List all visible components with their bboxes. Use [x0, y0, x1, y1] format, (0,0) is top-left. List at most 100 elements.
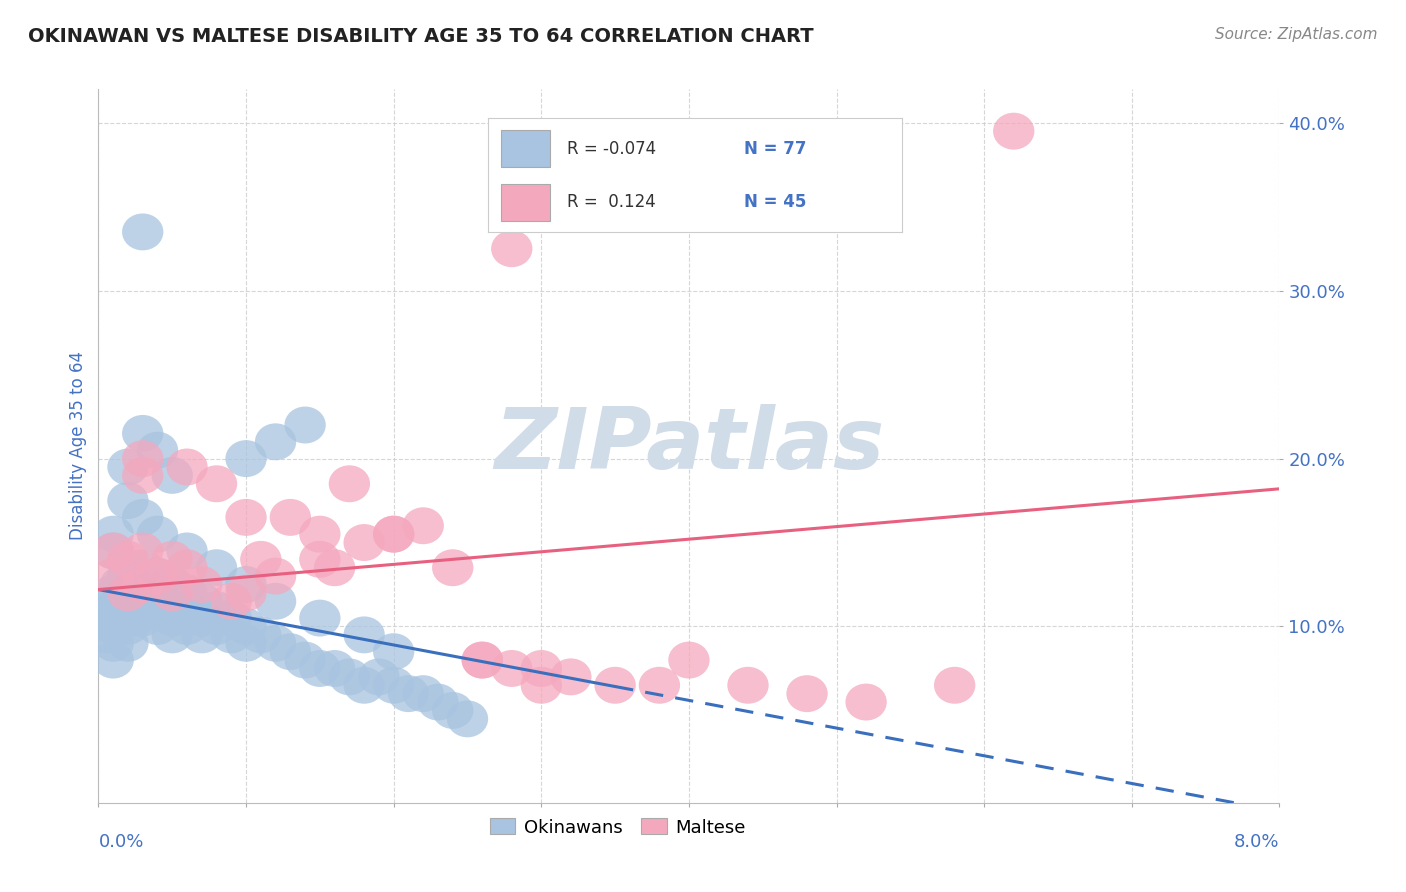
- Ellipse shape: [934, 667, 976, 704]
- Ellipse shape: [284, 641, 326, 679]
- Ellipse shape: [638, 667, 681, 704]
- Ellipse shape: [432, 549, 474, 586]
- Ellipse shape: [136, 432, 179, 468]
- Ellipse shape: [418, 683, 458, 721]
- Ellipse shape: [388, 675, 429, 712]
- Ellipse shape: [152, 541, 193, 578]
- Ellipse shape: [122, 415, 163, 452]
- Ellipse shape: [520, 667, 562, 704]
- Ellipse shape: [299, 516, 340, 553]
- Ellipse shape: [343, 524, 385, 561]
- Ellipse shape: [181, 582, 222, 620]
- Ellipse shape: [100, 599, 141, 637]
- Ellipse shape: [668, 641, 710, 679]
- Ellipse shape: [491, 650, 533, 687]
- Ellipse shape: [284, 407, 326, 443]
- Ellipse shape: [107, 591, 149, 628]
- Text: ZIPatlas: ZIPatlas: [494, 404, 884, 488]
- Ellipse shape: [195, 608, 238, 645]
- Ellipse shape: [166, 533, 208, 569]
- Ellipse shape: [152, 582, 193, 620]
- Ellipse shape: [107, 608, 149, 645]
- Ellipse shape: [152, 599, 193, 637]
- Ellipse shape: [93, 558, 134, 595]
- Ellipse shape: [329, 466, 370, 502]
- Ellipse shape: [314, 549, 356, 586]
- Ellipse shape: [152, 457, 193, 494]
- Ellipse shape: [93, 574, 134, 611]
- Ellipse shape: [122, 566, 163, 603]
- Text: 0.0%: 0.0%: [98, 833, 143, 851]
- Ellipse shape: [166, 449, 208, 485]
- Ellipse shape: [240, 616, 281, 653]
- Ellipse shape: [86, 599, 127, 637]
- Ellipse shape: [122, 549, 163, 586]
- Ellipse shape: [166, 591, 208, 628]
- Ellipse shape: [211, 599, 252, 637]
- Ellipse shape: [299, 599, 340, 637]
- Ellipse shape: [727, 667, 769, 704]
- Ellipse shape: [225, 608, 267, 645]
- Ellipse shape: [373, 667, 415, 704]
- Text: Source: ZipAtlas.com: Source: ZipAtlas.com: [1215, 27, 1378, 42]
- Text: OKINAWAN VS MALTESE DISABILITY AGE 35 TO 64 CORRELATION CHART: OKINAWAN VS MALTESE DISABILITY AGE 35 TO…: [28, 27, 814, 45]
- Legend: Okinawans, Maltese: Okinawans, Maltese: [482, 811, 754, 844]
- Ellipse shape: [343, 667, 385, 704]
- Ellipse shape: [107, 541, 149, 578]
- Ellipse shape: [225, 624, 267, 662]
- Ellipse shape: [373, 516, 415, 553]
- Ellipse shape: [211, 616, 252, 653]
- Ellipse shape: [225, 440, 267, 477]
- Ellipse shape: [447, 700, 488, 738]
- Ellipse shape: [152, 574, 193, 611]
- Ellipse shape: [86, 582, 127, 620]
- Ellipse shape: [93, 591, 134, 628]
- Ellipse shape: [299, 541, 340, 578]
- Ellipse shape: [93, 516, 134, 553]
- Ellipse shape: [461, 641, 503, 679]
- Ellipse shape: [181, 599, 222, 637]
- Ellipse shape: [122, 499, 163, 536]
- Ellipse shape: [299, 650, 340, 687]
- Ellipse shape: [122, 213, 163, 251]
- Ellipse shape: [254, 558, 297, 595]
- Ellipse shape: [93, 608, 134, 645]
- Ellipse shape: [270, 633, 311, 670]
- Ellipse shape: [195, 466, 238, 502]
- Ellipse shape: [93, 533, 134, 569]
- Ellipse shape: [122, 582, 163, 620]
- Ellipse shape: [122, 566, 163, 603]
- Ellipse shape: [122, 599, 163, 637]
- Ellipse shape: [166, 608, 208, 645]
- Ellipse shape: [314, 650, 356, 687]
- Ellipse shape: [107, 482, 149, 519]
- Ellipse shape: [254, 582, 297, 620]
- Ellipse shape: [93, 624, 134, 662]
- Ellipse shape: [270, 499, 311, 536]
- Ellipse shape: [254, 624, 297, 662]
- Ellipse shape: [107, 574, 149, 611]
- Ellipse shape: [211, 582, 252, 620]
- Text: 8.0%: 8.0%: [1234, 833, 1279, 851]
- Ellipse shape: [136, 516, 179, 553]
- Ellipse shape: [107, 574, 149, 611]
- Ellipse shape: [122, 457, 163, 494]
- Ellipse shape: [181, 616, 222, 653]
- Ellipse shape: [254, 424, 297, 460]
- Ellipse shape: [93, 641, 134, 679]
- Ellipse shape: [520, 650, 562, 687]
- Ellipse shape: [107, 624, 149, 662]
- Ellipse shape: [550, 658, 592, 696]
- Ellipse shape: [195, 591, 238, 628]
- Ellipse shape: [100, 582, 141, 620]
- Ellipse shape: [225, 566, 267, 603]
- Ellipse shape: [373, 633, 415, 670]
- Ellipse shape: [786, 675, 828, 712]
- Ellipse shape: [402, 675, 444, 712]
- Ellipse shape: [225, 574, 267, 611]
- Ellipse shape: [115, 599, 156, 637]
- Ellipse shape: [329, 658, 370, 696]
- Ellipse shape: [373, 516, 415, 553]
- Ellipse shape: [122, 533, 163, 569]
- Ellipse shape: [136, 591, 179, 628]
